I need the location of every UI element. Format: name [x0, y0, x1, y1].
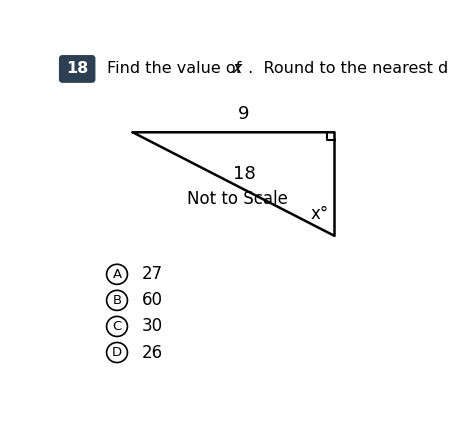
- Text: 26: 26: [141, 343, 163, 362]
- Text: Not to Scale: Not to Scale: [187, 190, 287, 208]
- Text: 60: 60: [141, 291, 163, 309]
- Text: D: D: [112, 346, 122, 359]
- Text: .  Round to the nearest degree.: . Round to the nearest degree.: [242, 61, 449, 76]
- Text: 30: 30: [141, 317, 163, 335]
- Text: 9: 9: [238, 105, 250, 123]
- Text: 18: 18: [233, 165, 255, 183]
- Text: 27: 27: [141, 265, 163, 283]
- Text: 18: 18: [66, 62, 88, 76]
- FancyBboxPatch shape: [60, 56, 95, 82]
- Text: B: B: [112, 294, 122, 307]
- Text: A: A: [112, 268, 122, 281]
- Text: x°: x°: [310, 205, 328, 223]
- Text: Find the value of: Find the value of: [106, 61, 246, 76]
- Text: $x$: $x$: [232, 61, 244, 76]
- Text: C: C: [112, 320, 122, 333]
